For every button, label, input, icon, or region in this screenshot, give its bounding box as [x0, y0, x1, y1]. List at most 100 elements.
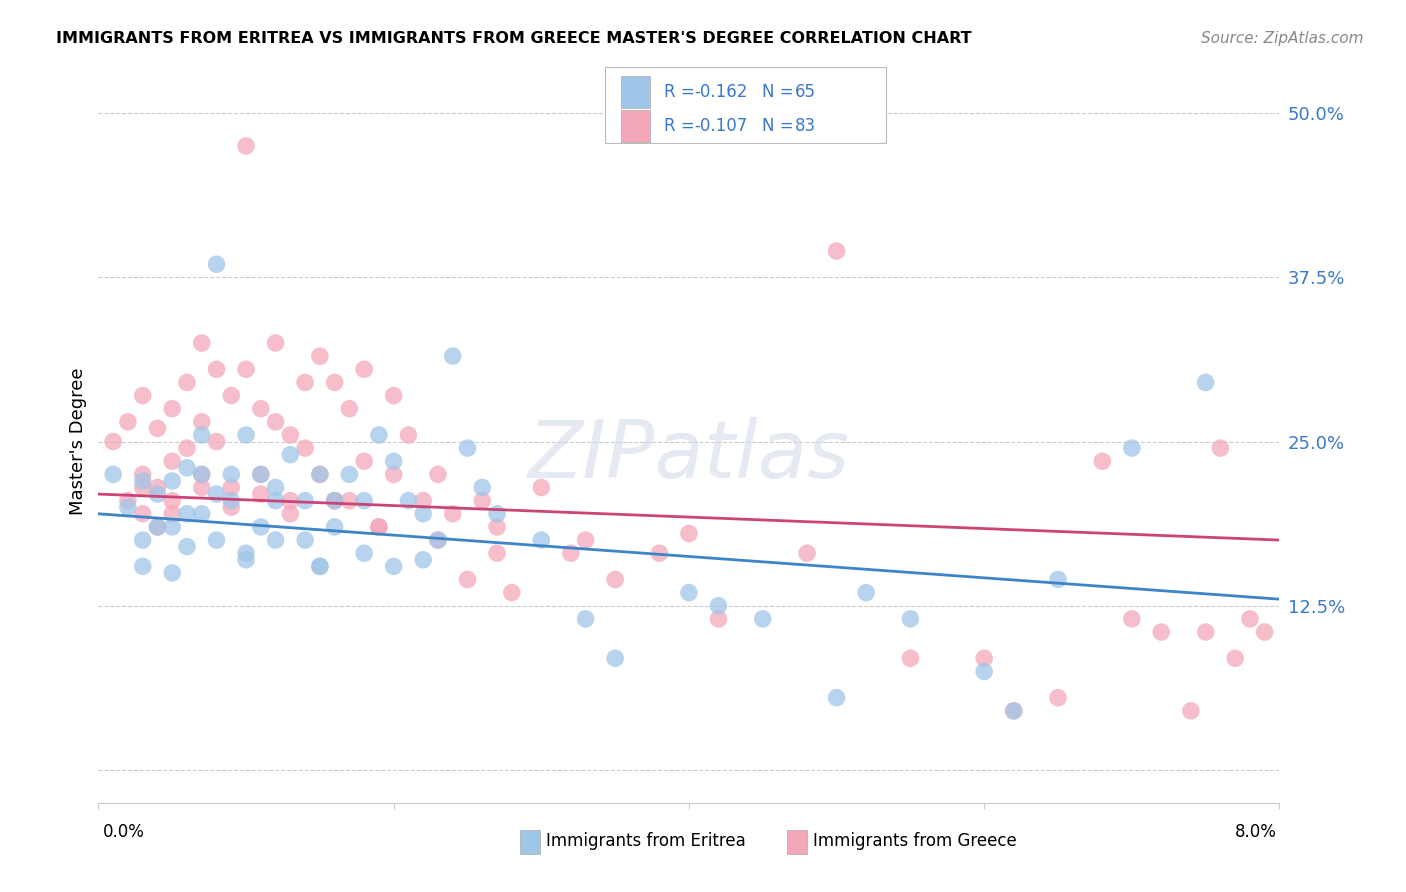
Point — [264, 415, 287, 429]
Point — [1046, 573, 1070, 587]
Point — [707, 599, 730, 613]
Text: Immigrants from Eritrea: Immigrants from Eritrea — [546, 832, 745, 850]
Text: IMMIGRANTS FROM ERITREA VS IMMIGRANTS FROM GREECE MASTER'S DEGREE CORRELATION CH: IMMIGRANTS FROM ERITREA VS IMMIGRANTS FR… — [56, 31, 972, 46]
Point — [1121, 612, 1143, 626]
Point — [205, 362, 228, 376]
Point — [973, 651, 995, 665]
Point — [441, 349, 464, 363]
Point — [235, 546, 257, 560]
Point — [146, 520, 169, 534]
Point — [825, 244, 848, 258]
Point — [973, 665, 995, 679]
Point — [280, 507, 302, 521]
Point — [339, 467, 361, 482]
Point — [368, 520, 391, 534]
Point — [323, 493, 346, 508]
Point — [1239, 612, 1261, 626]
Point — [146, 481, 169, 495]
Point — [678, 526, 700, 541]
Point — [323, 376, 346, 390]
Point — [191, 415, 214, 429]
Point — [176, 540, 198, 554]
Point — [398, 493, 420, 508]
Point — [162, 474, 183, 488]
Point — [191, 481, 214, 495]
Text: Source: ZipAtlas.com: Source: ZipAtlas.com — [1201, 31, 1364, 46]
Point — [678, 585, 700, 599]
Point — [162, 566, 183, 580]
Point — [191, 428, 214, 442]
Point — [221, 481, 243, 495]
Point — [1254, 625, 1277, 640]
Point — [382, 388, 405, 402]
Point — [900, 612, 922, 626]
Point — [221, 500, 243, 515]
Point — [382, 559, 405, 574]
Text: 0.0%: 0.0% — [103, 822, 145, 840]
Point — [250, 467, 273, 482]
Point — [132, 559, 155, 574]
Point — [176, 376, 198, 390]
Point — [900, 651, 922, 665]
Point — [294, 441, 316, 455]
Point — [412, 553, 434, 567]
Point — [103, 434, 125, 449]
Point — [427, 533, 450, 547]
Point — [855, 585, 877, 599]
Point — [368, 428, 391, 442]
Point — [132, 481, 155, 495]
Point — [176, 460, 198, 475]
Point — [162, 454, 183, 468]
Text: Immigrants from Greece: Immigrants from Greece — [813, 832, 1017, 850]
Point — [294, 376, 316, 390]
Y-axis label: Master's Degree: Master's Degree — [69, 368, 87, 516]
Point — [501, 585, 523, 599]
Point — [1180, 704, 1202, 718]
Point — [309, 467, 332, 482]
Text: 8.0%: 8.0% — [1234, 822, 1277, 840]
Point — [235, 362, 257, 376]
Point — [146, 421, 169, 435]
Point — [353, 362, 375, 376]
Point — [1121, 441, 1143, 455]
Point — [1046, 690, 1070, 705]
Point — [605, 573, 627, 587]
Point — [486, 520, 509, 534]
Point — [221, 388, 243, 402]
Point — [530, 481, 553, 495]
Point — [132, 507, 155, 521]
Point — [1002, 704, 1025, 718]
Point — [1195, 625, 1218, 640]
Text: -0.162: -0.162 — [695, 83, 748, 101]
Point — [471, 493, 494, 508]
Point — [191, 467, 214, 482]
Point — [191, 336, 214, 351]
Point — [117, 415, 139, 429]
Point — [162, 401, 183, 416]
Point — [205, 257, 228, 271]
Point — [796, 546, 818, 560]
Point — [132, 474, 155, 488]
Point — [280, 493, 302, 508]
Point — [103, 467, 125, 482]
Point — [382, 454, 405, 468]
Point — [441, 507, 464, 521]
Point — [309, 349, 332, 363]
Point — [235, 139, 257, 153]
Point — [191, 467, 214, 482]
Point — [323, 520, 346, 534]
Point — [250, 401, 273, 416]
Text: 83: 83 — [794, 117, 815, 135]
Point — [1195, 376, 1218, 390]
Point — [707, 612, 730, 626]
Point — [323, 493, 346, 508]
Point — [221, 467, 243, 482]
Point — [162, 507, 183, 521]
Point — [146, 487, 169, 501]
Point — [162, 520, 183, 534]
Point — [353, 454, 375, 468]
Point — [412, 507, 434, 521]
Point — [1150, 625, 1173, 640]
Point — [575, 533, 598, 547]
Point — [412, 493, 434, 508]
